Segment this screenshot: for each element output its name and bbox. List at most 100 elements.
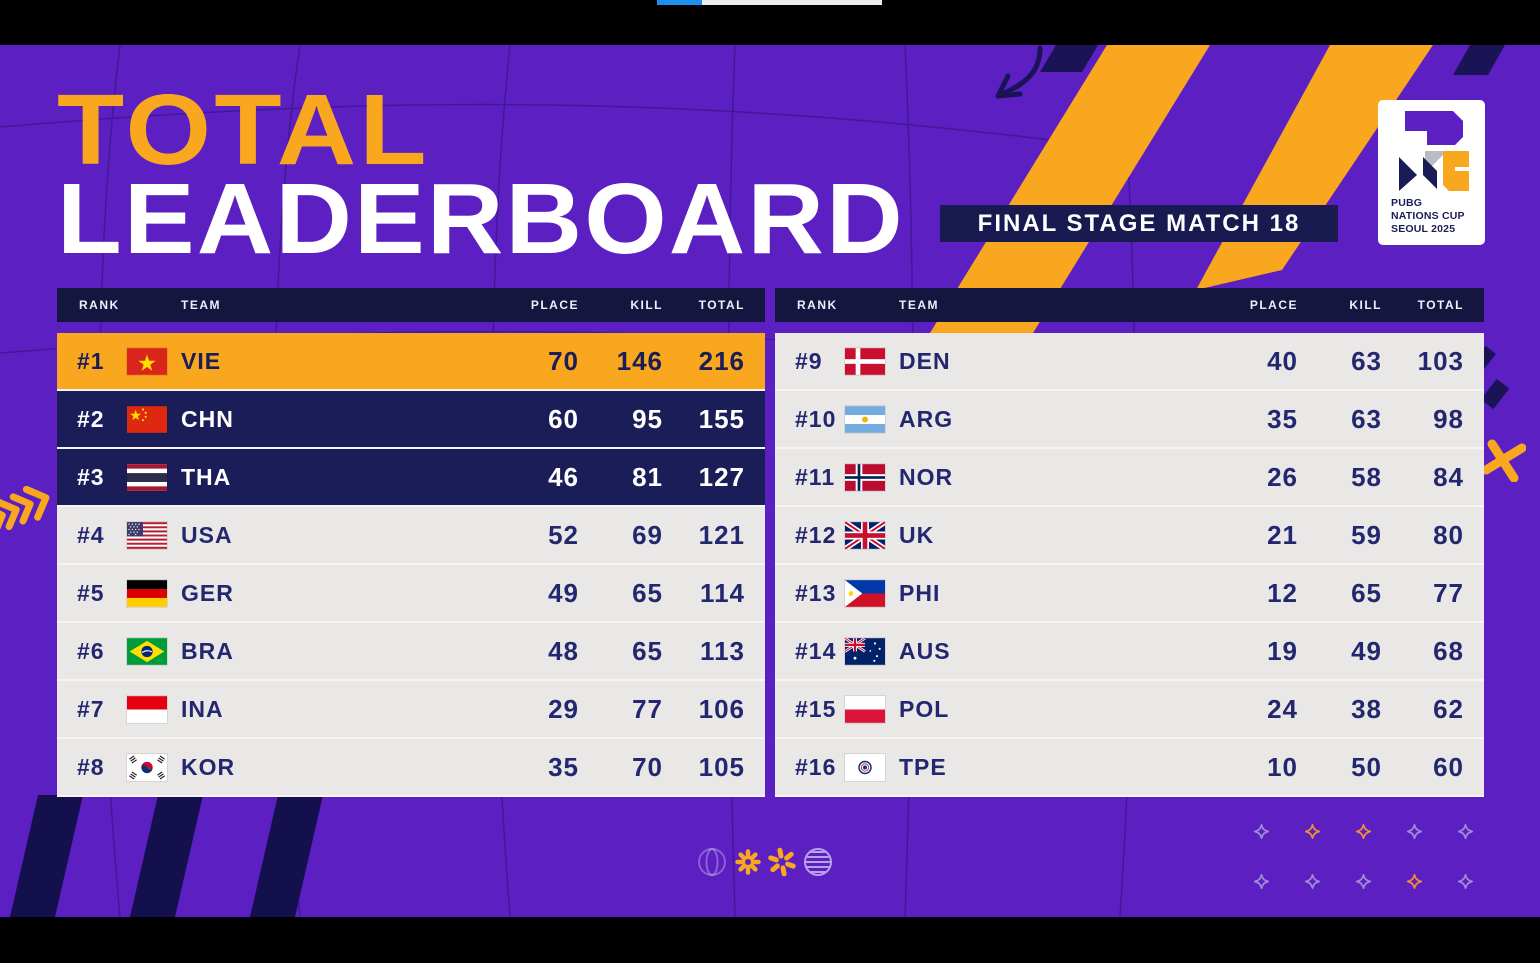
place-cell: 35 xyxy=(548,751,579,782)
flag-icon-uk xyxy=(845,521,885,549)
col-total: TOTAL xyxy=(698,298,745,312)
col-team: TEAM xyxy=(899,298,939,312)
bottom-letterbox-bar xyxy=(0,917,1540,963)
stage-match-badge: FINAL STAGE MATCH 18 xyxy=(940,205,1338,242)
flag-icon-usa xyxy=(127,521,167,549)
table-row: #12 UK 21 59 80 xyxy=(775,507,1484,563)
place-cell: 40 xyxy=(1267,345,1298,376)
place-cell: 70 xyxy=(548,345,579,376)
sparkles-decoration xyxy=(1236,806,1491,906)
team-name: THA xyxy=(181,463,232,490)
sparkle-icon xyxy=(1253,873,1270,889)
table-row: #5 GER 49 65 114 xyxy=(57,565,765,621)
top-letterbox-bar xyxy=(0,0,1540,45)
rank-cell: #8 xyxy=(77,753,105,780)
total-cell: 127 xyxy=(698,461,745,492)
sparkle-icon xyxy=(1355,823,1372,839)
flag-icon-vie xyxy=(127,347,167,375)
flag-icon-den xyxy=(845,347,885,375)
table-row: #8 KOR 35 70 105 xyxy=(57,739,765,795)
team-name: NOR xyxy=(899,463,954,490)
page-title-line2: LEADERBOARD xyxy=(57,163,905,275)
flag-icon-arg xyxy=(845,405,885,433)
table-row: #11 NOR 26 58 84 xyxy=(775,449,1484,505)
team-name: TPE xyxy=(899,753,947,780)
logo-text: PUBG NATIONS CUP SEOUL 2025 xyxy=(1391,197,1465,236)
place-cell: 12 xyxy=(1267,577,1298,608)
leaderboard-table-right: RANK TEAM PLACE KILL TOTAL #9 DEN 40 63 … xyxy=(775,288,1484,797)
sparkle-icon xyxy=(1406,873,1423,889)
kill-cell: 65 xyxy=(632,635,663,666)
col-rank: RANK xyxy=(79,298,120,312)
flag-icon-phi xyxy=(845,579,885,607)
globe-icon xyxy=(698,848,726,876)
table-row: #15 POL 24 38 62 xyxy=(775,681,1484,737)
total-cell: 106 xyxy=(698,693,745,724)
corner-stripes-decoration xyxy=(10,795,323,917)
total-cell: 68 xyxy=(1433,635,1464,666)
progress-bar xyxy=(657,0,882,5)
team-name: UK xyxy=(899,521,935,548)
x-doodle xyxy=(1482,439,1526,482)
rank-cell: #15 xyxy=(795,695,837,722)
place-cell: 52 xyxy=(548,519,579,550)
table-row: #13 PHI 12 65 77 xyxy=(775,565,1484,621)
table-row: #7 INA 29 77 106 xyxy=(57,681,765,737)
table-row: #3 THA 46 81 127 xyxy=(57,449,765,505)
logo-mark-icon xyxy=(1399,111,1469,191)
flag-icon-tpe xyxy=(845,753,885,781)
rank-cell: #6 xyxy=(77,637,105,664)
table-rows-left: #1 VIE 70 146 216 #2 CHN 60 95 155 #3 TH… xyxy=(57,333,765,797)
table-rows-right: #9 DEN 40 63 103 #10 ARG 35 63 98 #11 NO… xyxy=(775,333,1484,797)
team-name: USA xyxy=(181,521,233,548)
total-cell: 98 xyxy=(1433,403,1464,434)
kill-cell: 38 xyxy=(1351,693,1382,724)
progress-bar-fill xyxy=(657,0,702,5)
place-cell: 19 xyxy=(1267,635,1298,666)
logo-line1: PUBG xyxy=(1391,196,1423,209)
place-cell: 35 xyxy=(1267,403,1298,434)
total-cell: 77 xyxy=(1433,577,1464,608)
table-row: #6 BRA 48 65 113 xyxy=(57,623,765,679)
team-name: BRA xyxy=(181,637,234,664)
table-header: RANK TEAM PLACE KILL TOTAL xyxy=(57,288,765,322)
flag-icon-nor xyxy=(845,463,885,491)
rank-cell: #12 xyxy=(795,521,837,548)
rank-cell: #16 xyxy=(795,753,837,780)
flag-icon-ina xyxy=(127,695,167,723)
kill-cell: 59 xyxy=(1351,519,1382,550)
team-name: GER xyxy=(181,579,234,606)
sparkle-icon xyxy=(1304,873,1321,889)
rank-cell: #4 xyxy=(77,521,105,548)
rank-cell: #2 xyxy=(77,405,105,432)
flag-icon-aus xyxy=(845,637,885,665)
flag-icon-pol xyxy=(845,695,885,723)
kill-cell: 70 xyxy=(632,751,663,782)
total-cell: 103 xyxy=(1417,345,1464,376)
col-place: PLACE xyxy=(1249,298,1298,312)
team-name: KOR xyxy=(181,753,236,780)
table-row: #4 USA 52 69 121 xyxy=(57,507,765,563)
flag-icon-kor xyxy=(127,753,167,781)
team-name: VIE xyxy=(181,347,222,374)
col-kill: KILL xyxy=(1349,298,1382,312)
pubg-nations-cup-logo: PUBG NATIONS CUP SEOUL 2025 xyxy=(1378,100,1485,245)
rank-cell: #11 xyxy=(795,463,836,490)
sparkle-icon xyxy=(1304,823,1321,839)
table-row: #1 VIE 70 146 216 xyxy=(57,333,765,389)
sparkle-icon xyxy=(1355,873,1372,889)
kill-cell: 77 xyxy=(632,693,663,724)
team-name: CHN xyxy=(181,405,234,432)
kill-cell: 65 xyxy=(632,577,663,608)
kill-cell: 58 xyxy=(1351,461,1382,492)
total-cell: 216 xyxy=(698,345,745,376)
col-place: PLACE xyxy=(530,298,579,312)
col-rank: RANK xyxy=(797,298,838,312)
team-name: PHI xyxy=(899,579,941,606)
total-cell: 80 xyxy=(1433,519,1464,550)
rank-cell: #10 xyxy=(795,405,837,432)
total-cell: 114 xyxy=(700,577,745,608)
kill-cell: 69 xyxy=(632,519,663,550)
sparkle-icon xyxy=(1457,823,1474,839)
